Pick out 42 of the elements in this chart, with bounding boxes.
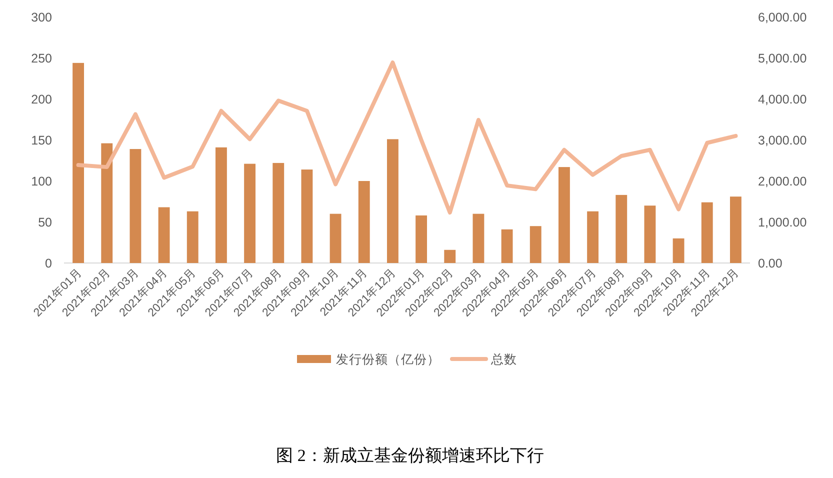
bar (72, 62, 84, 263)
bar (730, 196, 742, 263)
bar (215, 147, 227, 263)
y2-tick-label: 0.00 (758, 256, 782, 270)
y2-tick-label: 3,000.00 (758, 134, 807, 148)
y-tick-label: 150 (31, 134, 52, 148)
bar (616, 194, 628, 263)
y2-tick-label: 1,000.00 (758, 216, 807, 230)
y-tick-label: 100 (31, 174, 52, 188)
y-tick-label: 50 (38, 216, 52, 230)
y2-tick-label: 5,000.00 (758, 52, 807, 66)
bar (416, 215, 428, 263)
y-tick-label: 200 (31, 92, 52, 106)
y-tick-label: 300 (31, 10, 52, 24)
bar (330, 214, 342, 263)
bar (186, 211, 198, 263)
bar (358, 181, 370, 263)
bar (386, 139, 398, 263)
y2-tick-label: 4,000.00 (758, 92, 807, 106)
bar (272, 162, 284, 263)
y2-tick-label: 6,000.00 (758, 10, 807, 24)
legend-label: 发行份额（亿份） (336, 352, 440, 366)
line-series (76, 60, 738, 215)
bar (301, 170, 313, 263)
y-tick-label: 250 (31, 52, 52, 66)
bar (672, 238, 684, 263)
y-tick-label: 0 (45, 256, 52, 270)
bar (644, 206, 656, 263)
bar (701, 202, 713, 263)
y2-tick-label: 2,000.00 (758, 174, 807, 188)
legend-label: 总数 (490, 352, 517, 366)
text: 图 2：新成立基金份额增速环比下行 (276, 446, 544, 465)
bar (501, 229, 513, 263)
bar (558, 167, 570, 263)
bar (472, 214, 484, 263)
bar (444, 250, 456, 263)
bar (130, 149, 142, 263)
bar (158, 207, 170, 263)
bar (530, 226, 542, 263)
bar (244, 164, 256, 263)
bar (101, 143, 113, 263)
bar (587, 211, 599, 263)
